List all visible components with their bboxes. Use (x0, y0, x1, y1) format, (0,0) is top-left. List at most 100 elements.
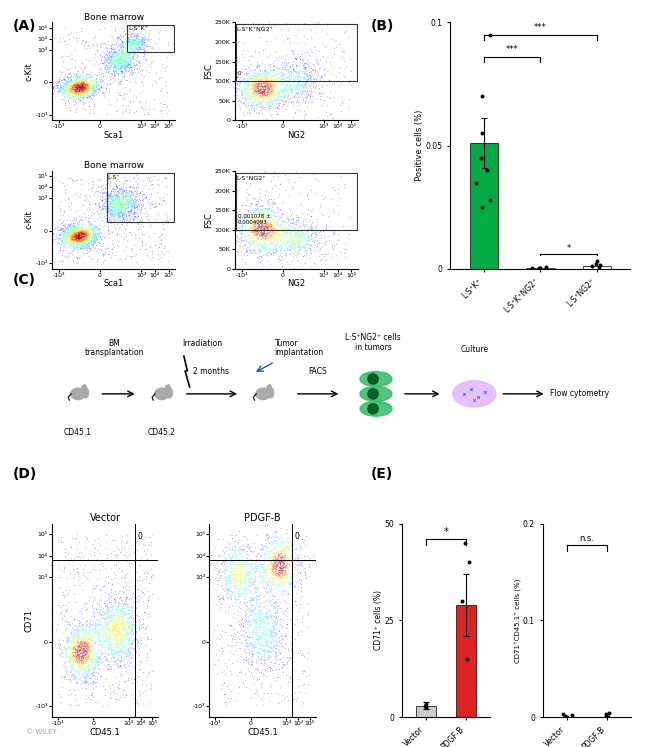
Point (108, 645, 118, 657)
Point (69, 76, 79, 88)
Point (73, 230, 84, 242)
Point (107, 202, 118, 214)
Point (77, 651, 87, 663)
Point (258, 576, 268, 588)
Point (112, 617, 123, 629)
Point (261, 74, 272, 86)
Point (70, 223, 80, 235)
Point (263, 78, 273, 90)
Point (256, 217, 266, 229)
Point (109, 67, 120, 79)
Point (259, 542, 269, 554)
Point (75, 657, 85, 669)
Point (247, 600, 257, 612)
Point (271, 552, 281, 564)
Point (257, 240, 267, 252)
Point (259, 241, 270, 253)
Point (270, 620, 280, 632)
Point (118, 56, 129, 68)
Point (70, 84, 81, 96)
Point (114, 645, 125, 657)
Point (292, 549, 302, 561)
Point (125, 84, 135, 96)
Point (235, 77, 246, 89)
Point (126, 205, 136, 217)
Point (123, 568, 133, 580)
Point (112, 661, 123, 673)
Point (107, 584, 117, 596)
Point (104, 588, 114, 600)
Point (103, 622, 113, 634)
Point (248, 236, 259, 248)
Point (72, 83, 83, 95)
Point (114, 639, 124, 651)
Point (276, 241, 286, 252)
Point (71, 175, 81, 187)
Point (112, 623, 122, 635)
Point (270, 90, 280, 102)
Point (260, 640, 270, 652)
Point (287, 84, 297, 96)
Point (77, 89, 87, 101)
Point (61, 84, 72, 96)
Point (112, 626, 123, 638)
Point (92, 233, 102, 245)
Point (265, 564, 276, 576)
Point (249, 627, 259, 639)
Point (484, 28, 495, 40)
Point (153, 187, 163, 199)
Point (309, 235, 319, 247)
Point (107, 638, 118, 650)
Point (85, 654, 96, 666)
Point (63, 75, 73, 87)
Point (237, 560, 247, 572)
Point (77, 641, 88, 653)
Point (114, 65, 124, 77)
Point (107, 619, 118, 630)
Point (75, 226, 86, 238)
Point (248, 640, 258, 652)
Point (77, 227, 87, 239)
Point (96, 85, 106, 97)
Point (244, 554, 255, 565)
Point (271, 82, 281, 94)
Point (118, 61, 128, 73)
Point (109, 599, 119, 611)
Point (287, 231, 297, 243)
Point (110, 535, 120, 547)
Point (82, 232, 92, 244)
Point (261, 613, 272, 624)
Point (330, 228, 341, 240)
Point (111, 199, 121, 211)
Point (242, 636, 252, 648)
Point (77, 84, 87, 96)
Point (289, 90, 300, 102)
Point (127, 187, 138, 199)
Point (304, 88, 314, 100)
Point (82, 225, 92, 237)
Point (107, 624, 117, 636)
Point (112, 657, 123, 669)
Point (236, 228, 246, 240)
Point (119, 630, 129, 642)
Point (88, 227, 98, 239)
Point (125, 40, 136, 52)
Point (109, 200, 120, 212)
Point (223, 573, 233, 585)
Point (129, 49, 139, 61)
Point (114, 206, 124, 218)
Point (129, 208, 140, 220)
Point (265, 546, 276, 558)
Point (274, 77, 284, 89)
Point (280, 540, 291, 552)
Point (104, 188, 114, 200)
Point (72, 217, 83, 229)
Point (80, 238, 90, 250)
Point (108, 603, 118, 615)
Point (72, 649, 83, 661)
Point (320, 224, 331, 236)
Point (122, 648, 132, 660)
Point (99, 60, 109, 72)
Point (94, 66, 104, 78)
Point (567, 709, 577, 721)
